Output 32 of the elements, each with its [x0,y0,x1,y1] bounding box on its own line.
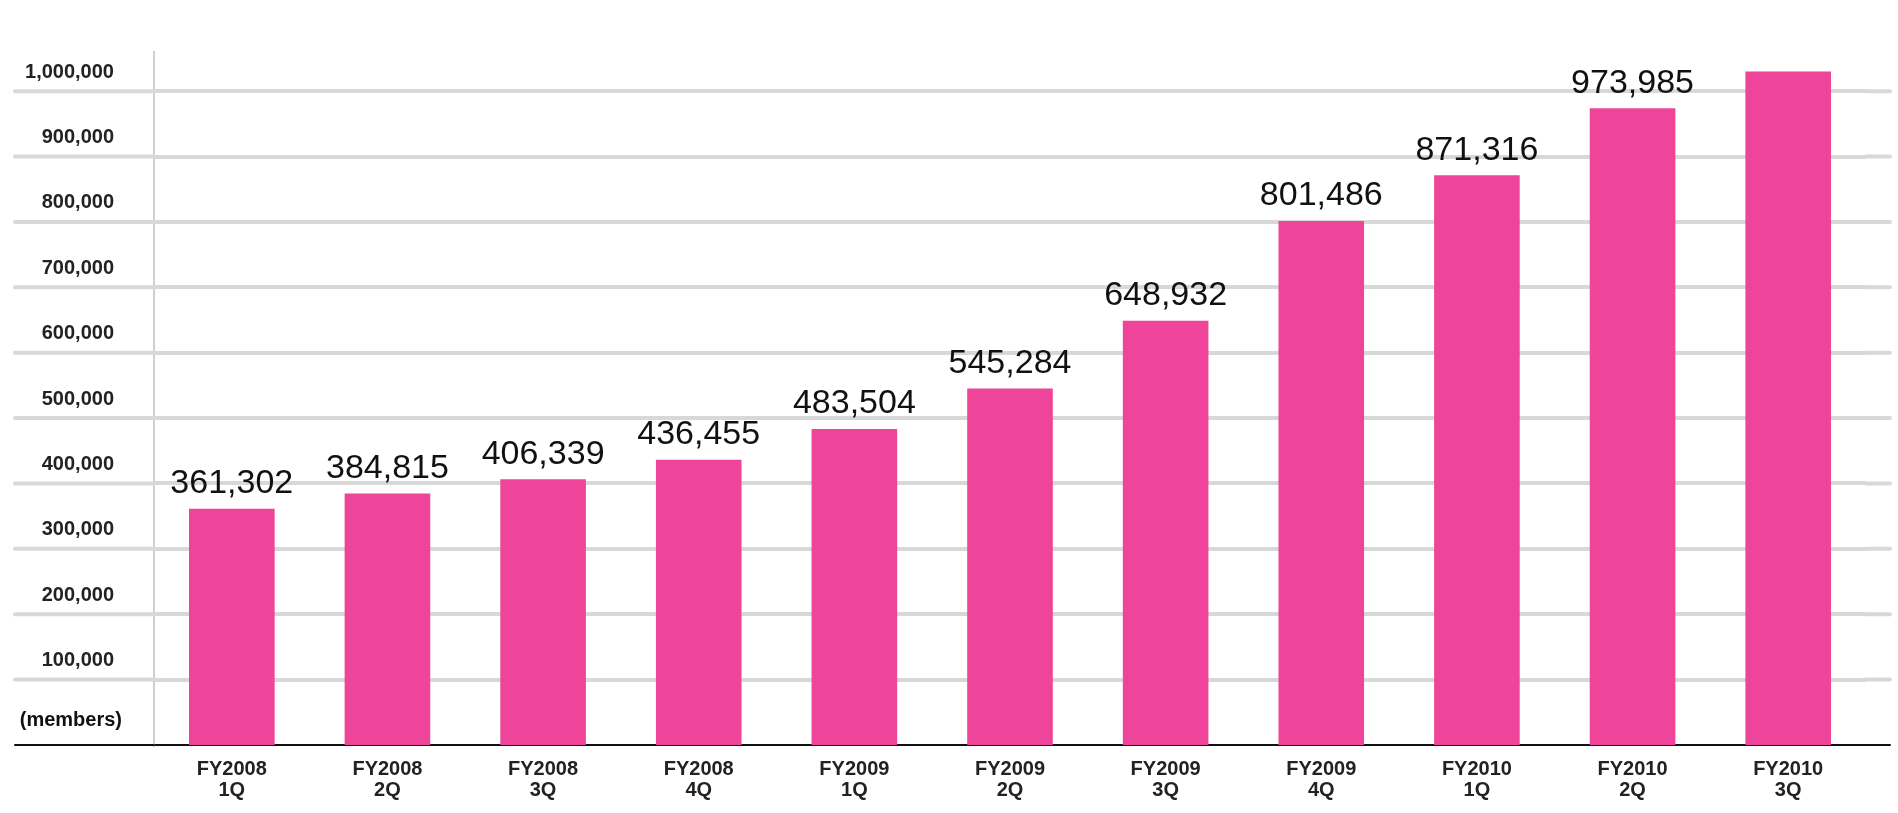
x-tick-label: FY2010 1Q [1441,757,1512,801]
y-tick-label: 100,000 [41,648,114,671]
x-tick-label: FY2008 1Q [196,757,267,801]
y-tick-label: 400,000 [41,452,114,475]
x-tick-label: FY2009 3Q [1130,757,1201,801]
data-label: 406,339 [481,432,605,471]
x-tick-label: FY2010 3Q [1753,757,1824,801]
data-label: 436,455 [637,413,761,452]
y-axis-title: (members) [19,707,122,730]
x-tick-label: FY2008 2Q [352,757,423,801]
x-tick-label: FY2010 2Q [1597,757,1668,801]
x-tick-label: FY2009 1Q [819,757,890,801]
data-label: 871,316 [1415,128,1539,167]
x-tick-label: FY2009 2Q [974,757,1046,801]
y-tick-label: 600,000 [41,321,114,344]
y-tick-label: 200,000 [41,582,114,605]
data-label: 384,815 [326,446,449,485]
data-label: 483,504 [792,382,916,421]
data-label: 973,985 [1571,61,1694,100]
y-tick-label: 1,000,000 [25,59,114,82]
y-tick-label: 700,000 [41,255,114,278]
x-tick-label: FY2008 4Q [663,757,734,801]
y-tick-label: 800,000 [41,190,114,213]
y-tick-label: 500,000 [41,386,114,409]
y-tick-label: 900,000 [41,125,114,148]
data-label: 648,932 [1104,274,1228,313]
data-label: 801,486 [1259,174,1383,213]
x-tick-label: FY2009 4Q [1286,757,1357,801]
data-label: 361,302 [170,462,294,501]
y-tick-label: 300,000 [41,517,114,540]
x-tick-label: FY2008 3Q [508,757,579,801]
data-label: 545,284 [948,341,1072,380]
